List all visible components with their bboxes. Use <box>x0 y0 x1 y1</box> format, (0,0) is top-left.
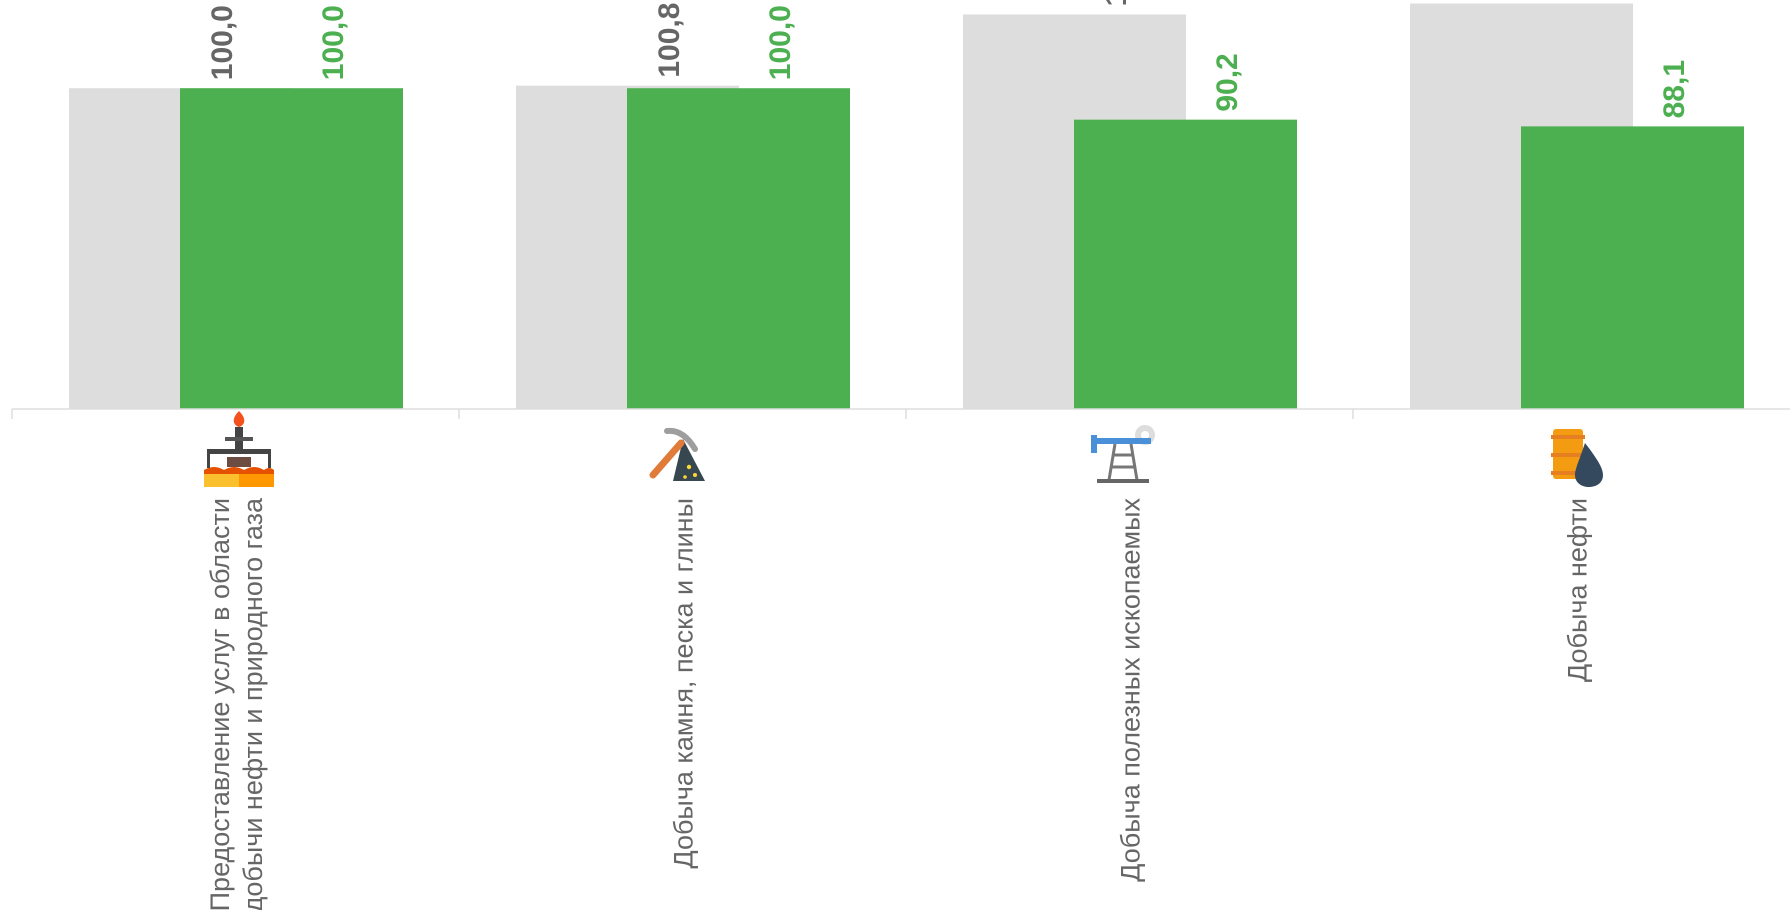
category-label-2: Добыча камня, песка и глины <box>669 498 699 869</box>
data-label-series-2-cat-1: 100,0 <box>317 5 350 80</box>
category-label-3: Добыча полезных ископаемых <box>1116 498 1146 882</box>
data-label-series-1-cat-1: 100,0 <box>206 5 239 80</box>
bar-series-2-cat-3 <box>1074 119 1297 409</box>
data-label-series-2-cat-3: 90,2 <box>1211 53 1244 111</box>
category-label-1: Предоставление услуг в области <box>205 498 235 910</box>
oil-platform-icon <box>204 411 274 487</box>
bars-layer <box>69 3 1744 410</box>
category-label-1: добычи нефти и природного газа <box>238 497 268 910</box>
bar-series-2-cat-2 <box>627 88 850 409</box>
category-labels-layer: Предоставление услуг в области добычи неф… <box>205 497 1593 910</box>
category-icons-layer <box>204 411 1603 487</box>
oil-pump-icon <box>1091 425 1155 483</box>
data-label-series-2-cat-4: 88,1 <box>1658 60 1691 118</box>
data-label-series-2-cat-2: 100,0 <box>764 5 797 80</box>
x-axis-ticks <box>11 409 1354 419</box>
category-label-4: Добыча нефти <box>1563 498 1593 682</box>
data-label-series-1-cat-3: 123,0 <box>1100 0 1133 6</box>
bar-series-2-cat-1 <box>180 88 403 409</box>
data-label-series-1-cat-2: 100,8 <box>653 3 686 78</box>
bar-series-2-cat-4 <box>1521 126 1744 409</box>
pickaxe-icon <box>649 427 705 481</box>
oil-barrel-drop-icon <box>1551 429 1603 487</box>
